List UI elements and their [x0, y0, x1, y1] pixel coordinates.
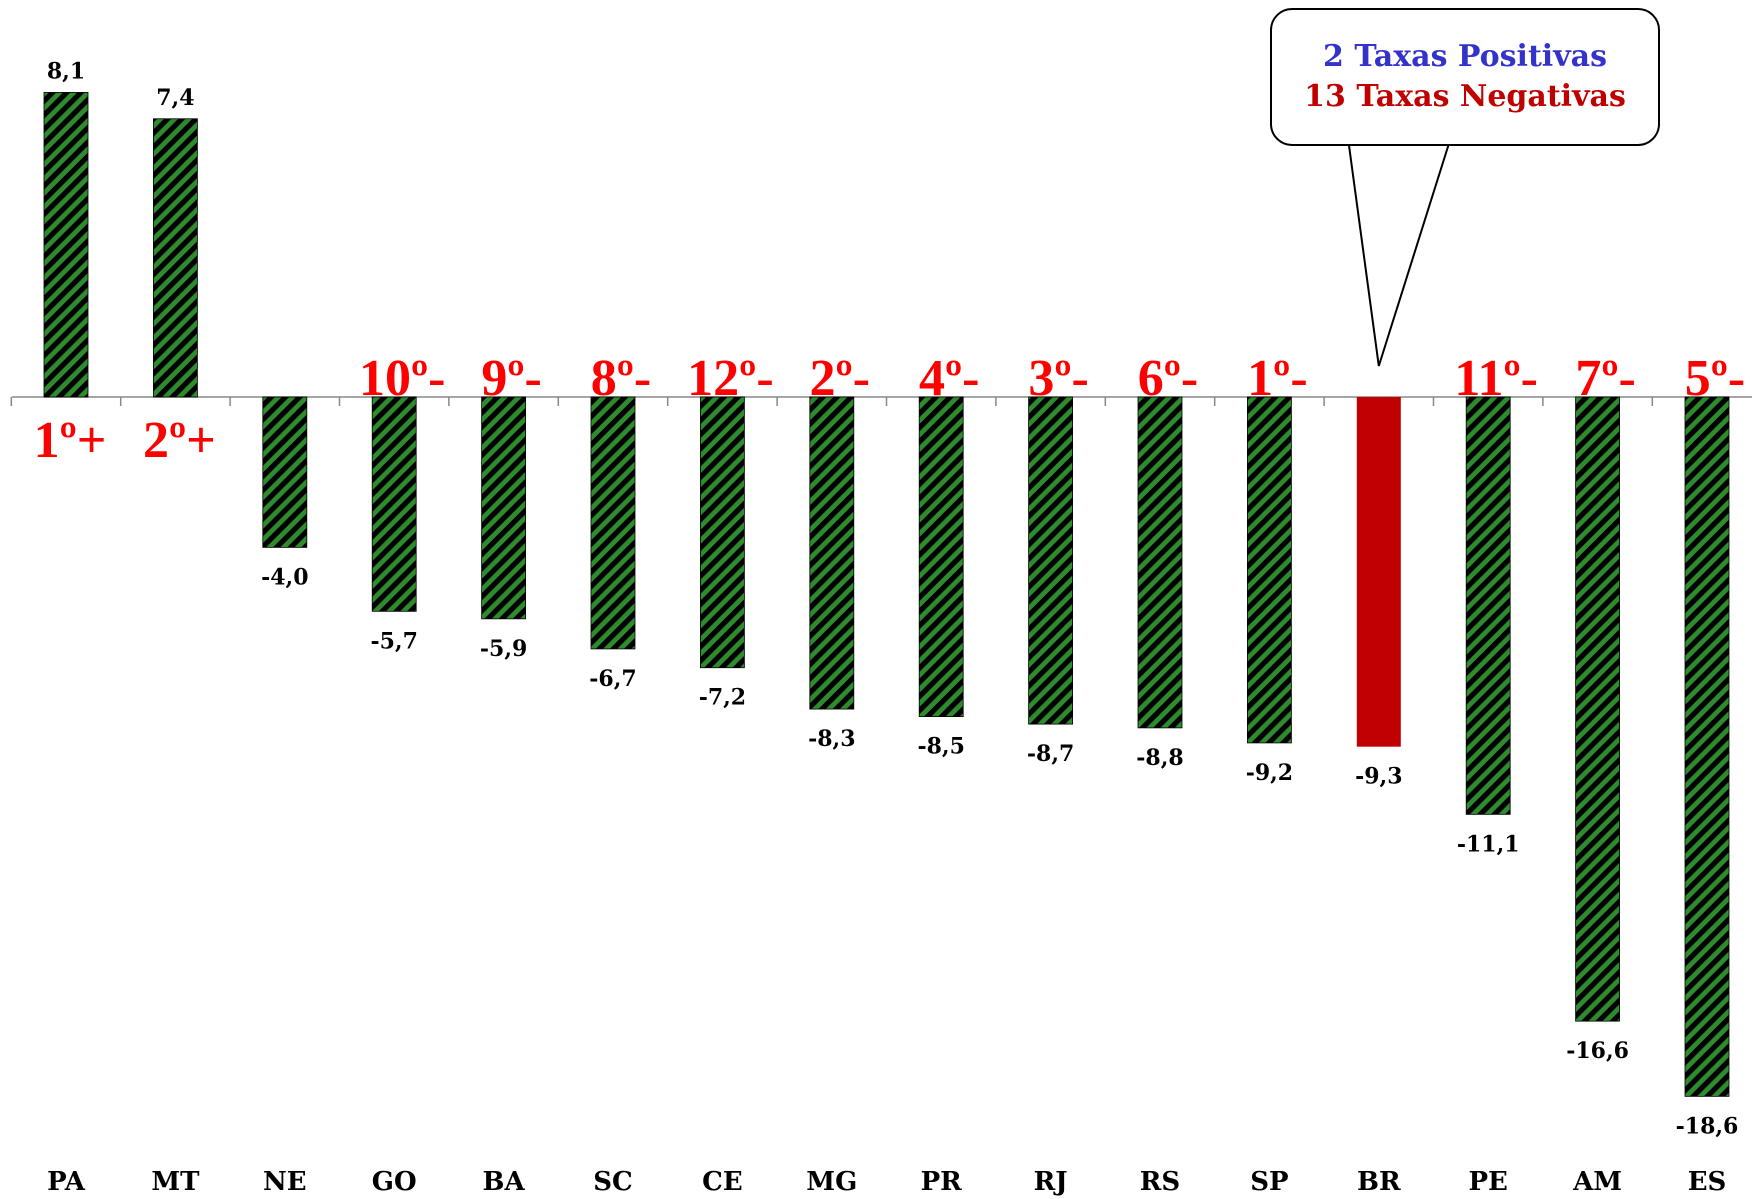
bar-pe: [1465, 396, 1511, 815]
category-label-pe: PE: [1469, 1167, 1508, 1197]
value-labels-group: 8,1 7,4 -4,0 -5,7 -5,9 -6,7 -7,2 -8,3 -8,5 -8,7 -8…: [47, 58, 1739, 1139]
value-label-am: -16,6: [1566, 1038, 1629, 1064]
value-label-ba: -5,9: [480, 636, 527, 662]
category-label-mt: MT: [151, 1167, 200, 1197]
category-label-pr: PR: [921, 1167, 963, 1197]
bar-rj: [1028, 396, 1073, 725]
rank-label-mg: 2º-: [810, 350, 870, 407]
value-label-pa: 8,1: [47, 58, 85, 84]
callout-box: 2 Taxas Positivas 13 Taxas Negativas: [1270, 8, 1660, 146]
rank-label-pa: 1º+: [34, 412, 107, 469]
category-label-rs: RS: [1140, 1167, 1180, 1197]
category-label-ba: BA: [483, 1167, 526, 1197]
bar-sp: [1247, 396, 1292, 744]
bar-pa: [43, 92, 89, 398]
value-label-pe: -11,1: [1457, 831, 1520, 857]
value-label-go: -5,7: [370, 628, 417, 654]
axis-ticks: [10, 397, 1654, 406]
value-label-sp: -9,2: [1246, 760, 1293, 786]
value-label-rj: -8,7: [1027, 741, 1074, 767]
value-label-rs: -8,8: [1136, 745, 1183, 771]
category-label-am: AM: [1572, 1167, 1622, 1197]
value-label-mg: -8,3: [808, 726, 855, 752]
bar-ba: [481, 396, 527, 620]
category-label-mg: MG: [806, 1167, 857, 1197]
rank-label-pr: 4º-: [919, 350, 979, 407]
bar-ce: [700, 396, 745, 669]
bar-sc: [590, 396, 636, 650]
category-label-sc: SC: [593, 1167, 632, 1197]
value-label-mt: 7,4: [156, 85, 194, 111]
bar-es: [1684, 396, 1730, 1097]
category-labels-group: PA MT NE GO BA SC CE MG PR RJ RS SP BR PE AM ES: [47, 1167, 1726, 1197]
bar-ne: [262, 396, 308, 548]
callout-tail: [1347, 143, 1451, 367]
category-label-ne: NE: [263, 1167, 307, 1197]
value-label-ne: -4,0: [261, 564, 308, 590]
bar-go: [371, 396, 417, 612]
rank-label-ce: 12º-: [687, 350, 773, 407]
rank-label-mt: 2º+: [143, 412, 216, 469]
category-label-pa: PA: [47, 1167, 86, 1197]
rank-label-ba: 9º-: [481, 350, 541, 407]
category-label-rj: RJ: [1034, 1167, 1068, 1197]
rank-label-rj: 3º-: [1028, 350, 1088, 407]
value-label-pr: -8,5: [917, 734, 964, 760]
bar-mg: [809, 396, 855, 710]
rank-label-sp: 1º-: [1247, 350, 1307, 407]
value-label-br: -9,3: [1355, 764, 1402, 790]
category-label-br: BR: [1357, 1167, 1401, 1197]
rank-label-am: 7º-: [1575, 350, 1635, 407]
value-label-es: -18,6: [1676, 1113, 1739, 1139]
bar-am: [1575, 396, 1620, 1022]
rank-label-rs: 6º-: [1138, 350, 1198, 407]
category-label-go: GO: [372, 1167, 417, 1197]
rank-label-go: 10º-: [359, 350, 445, 407]
category-label-es: ES: [1688, 1167, 1727, 1197]
rank-labels-group: 1º+ 2º+ 10º- 9º- 8º- 12º- 2º- 4º- 3º- 6º- 1º- 11º- 7…: [34, 350, 1746, 469]
bar-mt: [152, 118, 198, 398]
bars-group: [43, 92, 1730, 1097]
callout-positive-text: 2 Taxas Positivas: [1323, 38, 1607, 74]
bar-rs: [1137, 396, 1183, 729]
rank-label-es: 5º-: [1685, 350, 1745, 407]
category-label-sp: SP: [1250, 1167, 1288, 1197]
bar-pr: [918, 396, 964, 718]
rank-label-sc: 8º-: [591, 350, 651, 407]
callout-negative-text: 13 Taxas Negativas: [1304, 79, 1626, 114]
category-label-ce: CE: [702, 1167, 743, 1197]
rank-label-pe: 11º-: [1454, 350, 1538, 407]
value-label-ce: -7,2: [699, 685, 746, 711]
bar-br: [1356, 397, 1401, 747]
value-label-sc: -6,7: [589, 666, 636, 692]
